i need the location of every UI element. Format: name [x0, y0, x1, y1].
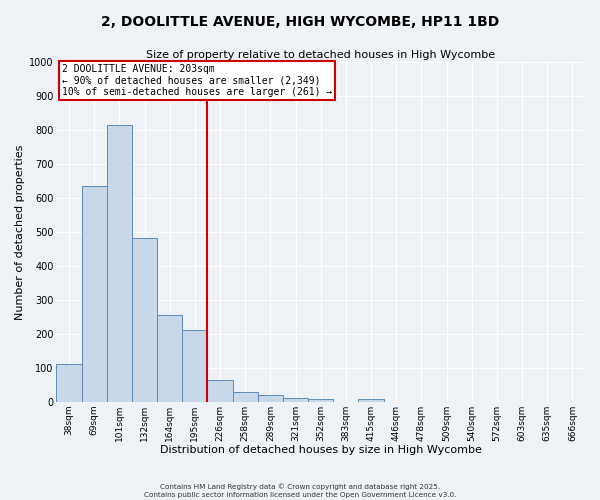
Bar	[56, 364, 82, 402]
Bar	[258, 395, 283, 402]
Text: Contains HM Land Registry data © Crown copyright and database right 2025.
Contai: Contains HM Land Registry data © Crown c…	[144, 484, 456, 498]
Bar	[132, 238, 157, 402]
Bar	[157, 315, 182, 402]
Bar	[82, 186, 107, 402]
Bar	[358, 399, 383, 402]
Text: 2 DOOLITTLE AVENUE: 203sqm
← 90% of detached houses are smaller (2,349)
10% of s: 2 DOOLITTLE AVENUE: 203sqm ← 90% of deta…	[62, 64, 332, 97]
Y-axis label: Number of detached properties: Number of detached properties	[15, 144, 25, 320]
Bar	[308, 399, 334, 402]
X-axis label: Distribution of detached houses by size in High Wycombe: Distribution of detached houses by size …	[160, 445, 482, 455]
Bar	[182, 330, 208, 402]
Title: Size of property relative to detached houses in High Wycombe: Size of property relative to detached ho…	[146, 50, 495, 60]
Bar	[208, 380, 233, 402]
Bar	[233, 392, 258, 402]
Bar	[283, 398, 308, 402]
Text: 2, DOOLITTLE AVENUE, HIGH WYCOMBE, HP11 1BD: 2, DOOLITTLE AVENUE, HIGH WYCOMBE, HP11 …	[101, 15, 499, 29]
Bar	[107, 125, 132, 402]
